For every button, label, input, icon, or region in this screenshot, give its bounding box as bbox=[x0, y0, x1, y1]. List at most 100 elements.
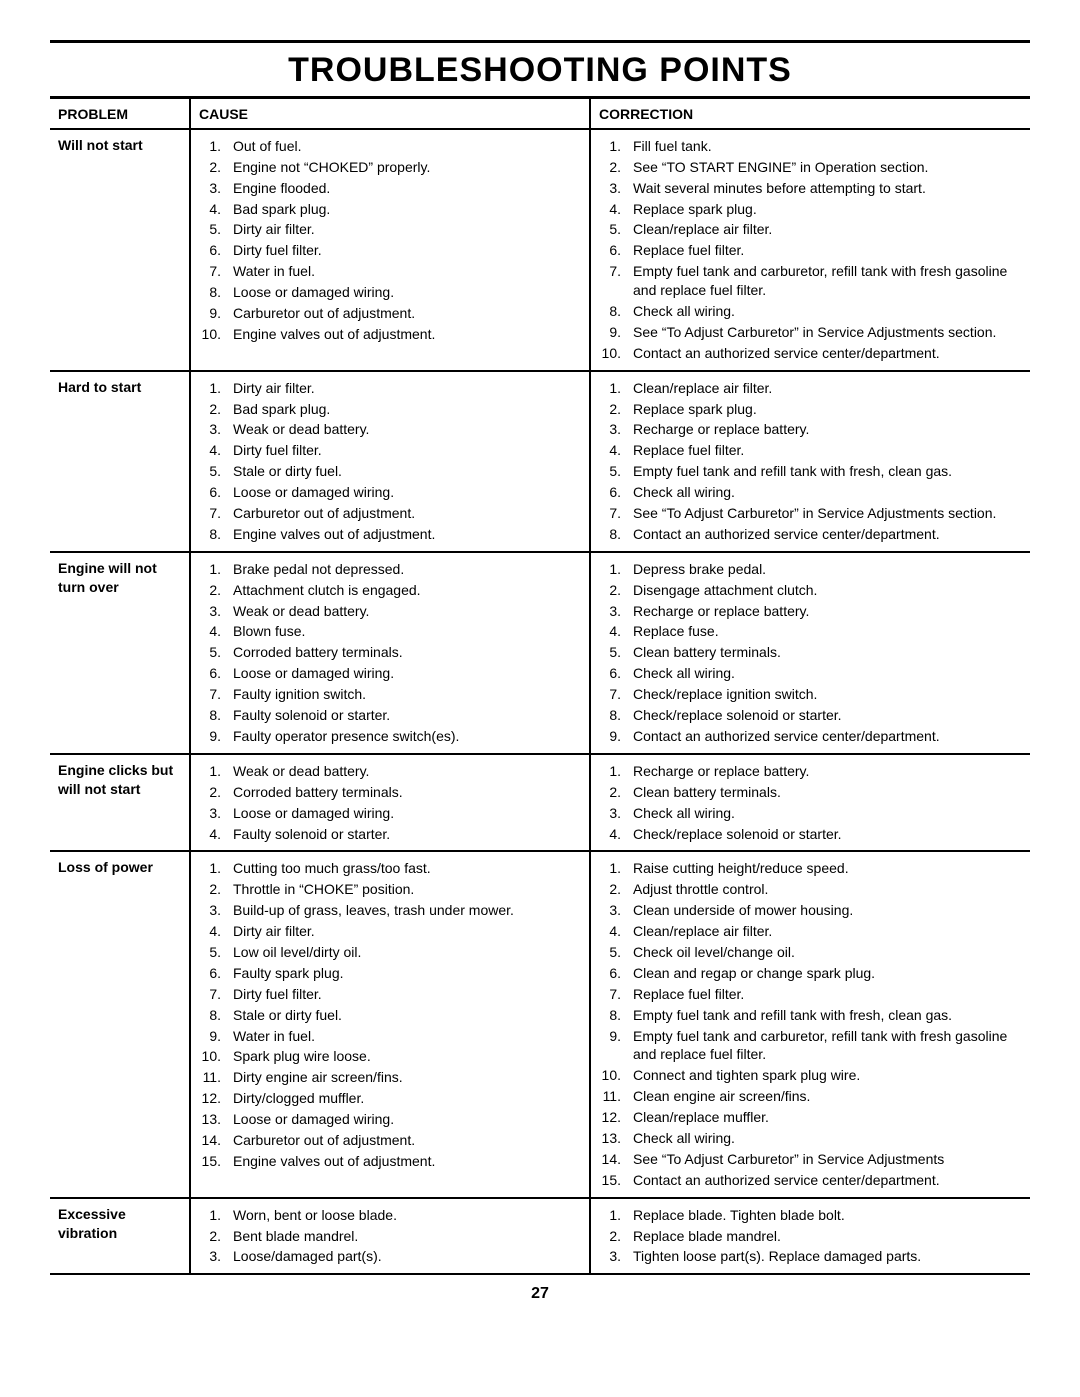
item-number: 4. bbox=[199, 200, 227, 219]
table-row: Engine clicks but will not start1.Weak o… bbox=[50, 754, 1030, 852]
correction-list: 1.Replace blade. Tighten blade bolt.2.Re… bbox=[599, 1205, 1022, 1268]
correction-text: Contact an authorized service center/dep… bbox=[627, 727, 1022, 746]
correction-item: 7.See “To Adjust Carburetor” in Service … bbox=[599, 503, 1022, 524]
item-number: 3. bbox=[599, 804, 627, 823]
item-number: 4. bbox=[599, 825, 627, 844]
cause-item: 2.Throttle in “CHOKE” position. bbox=[199, 879, 581, 900]
cause-item: 13.Loose or damaged wiring. bbox=[199, 1109, 581, 1130]
item-number: 2. bbox=[199, 783, 227, 802]
correction-text: Recharge or replace battery. bbox=[627, 762, 1022, 781]
item-number: 5. bbox=[199, 462, 227, 481]
correction-text: Replace fuel filter. bbox=[627, 241, 1022, 260]
correction-item: 7.Check/replace ignition switch. bbox=[599, 684, 1022, 705]
correction-text: Clean battery terminals. bbox=[627, 643, 1022, 662]
item-number: 1. bbox=[199, 762, 227, 781]
cause-item: 3.Weak or dead battery. bbox=[199, 601, 581, 622]
cause-text: Loose or damaged wiring. bbox=[227, 804, 581, 823]
item-number: 6. bbox=[199, 964, 227, 983]
cause-item: 6.Loose or damaged wiring. bbox=[199, 482, 581, 503]
item-number: 1. bbox=[599, 137, 627, 156]
item-number: 1. bbox=[599, 560, 627, 579]
cause-text: Faulty solenoid or starter. bbox=[227, 825, 581, 844]
correction-item: 6.Clean and regap or change spark plug. bbox=[599, 963, 1022, 984]
cause-item: 9.Water in fuel. bbox=[199, 1026, 581, 1047]
cause-item: 7.Dirty fuel filter. bbox=[199, 984, 581, 1005]
cause-list: 1.Weak or dead battery.2.Corroded batter… bbox=[199, 761, 581, 845]
item-number: 8. bbox=[199, 706, 227, 725]
item-number: 10. bbox=[199, 1047, 227, 1066]
correction-list: 1.Clean/replace air filter.2.Replace spa… bbox=[599, 378, 1022, 545]
header-cause: CAUSE bbox=[190, 99, 590, 129]
item-number: 13. bbox=[199, 1110, 227, 1129]
item-number: 4. bbox=[199, 441, 227, 460]
cause-cell: 1.Cutting too much grass/too fast.2.Thro… bbox=[190, 851, 590, 1197]
cause-text: Faulty solenoid or starter. bbox=[227, 706, 581, 725]
correction-item: 10.Contact an authorized service center/… bbox=[599, 343, 1022, 364]
correction-item: 2.Adjust throttle control. bbox=[599, 879, 1022, 900]
item-number: 9. bbox=[199, 727, 227, 746]
item-number: 8. bbox=[599, 1006, 627, 1025]
item-number: 4. bbox=[599, 622, 627, 641]
item-number: 2. bbox=[199, 880, 227, 899]
cause-item: 1.Out of fuel. bbox=[199, 136, 581, 157]
correction-item: 2.Replace spark plug. bbox=[599, 399, 1022, 420]
item-number: 2. bbox=[599, 783, 627, 802]
correction-text: Contact an authorized service center/dep… bbox=[627, 1171, 1022, 1190]
cause-text: Loose or damaged wiring. bbox=[227, 483, 581, 502]
cause-text: Dirty engine air screen/fins. bbox=[227, 1068, 581, 1087]
item-number: 3. bbox=[599, 420, 627, 439]
correction-text: Tighten loose part(s). Replace damaged p… bbox=[627, 1247, 1022, 1266]
correction-item: 8.Check all wiring. bbox=[599, 301, 1022, 322]
item-number: 3. bbox=[599, 901, 627, 920]
problem-cell: Hard to start bbox=[50, 371, 190, 552]
cause-text: Worn, bent or loose blade. bbox=[227, 1206, 581, 1225]
cause-cell: 1.Out of fuel.2.Engine not “CHOKED” prop… bbox=[190, 129, 590, 371]
correction-text: Adjust throttle control. bbox=[627, 880, 1022, 899]
cause-list: 1.Brake pedal not depressed.2.Attachment… bbox=[199, 559, 581, 747]
problem-cell: Loss of power bbox=[50, 851, 190, 1197]
cause-item: 2.Bad spark plug. bbox=[199, 399, 581, 420]
cause-item: 2.Engine not “CHOKED” properly. bbox=[199, 157, 581, 178]
item-number: 2. bbox=[599, 1227, 627, 1246]
correction-cell: 1.Replace blade. Tighten blade bolt.2.Re… bbox=[590, 1198, 1030, 1275]
correction-text: Clean/replace air filter. bbox=[627, 922, 1022, 941]
correction-text: Contact an authorized service center/dep… bbox=[627, 525, 1022, 544]
cause-text: Bad spark plug. bbox=[227, 400, 581, 419]
correction-list: 1.Fill fuel tank.2.See “TO START ENGINE”… bbox=[599, 136, 1022, 364]
cause-text: Dirty air filter. bbox=[227, 922, 581, 941]
correction-item: 4.Check/replace solenoid or starter. bbox=[599, 824, 1022, 845]
cause-item: 12.Dirty/clogged muffler. bbox=[199, 1088, 581, 1109]
item-number: 9. bbox=[199, 1027, 227, 1046]
cause-item: 3.Engine flooded. bbox=[199, 178, 581, 199]
correction-item: 7.Empty fuel tank and carburetor, refill… bbox=[599, 261, 1022, 301]
correction-text: Check all wiring. bbox=[627, 483, 1022, 502]
correction-list: 1.Recharge or replace battery.2.Clean ba… bbox=[599, 761, 1022, 845]
item-number: 9. bbox=[599, 1027, 627, 1046]
item-number: 8. bbox=[199, 283, 227, 302]
item-number: 1. bbox=[199, 379, 227, 398]
item-number: 9. bbox=[199, 304, 227, 323]
cause-list: 1.Out of fuel.2.Engine not “CHOKED” prop… bbox=[199, 136, 581, 345]
correction-item: 6.Replace fuel filter. bbox=[599, 240, 1022, 261]
cause-text: Dirty fuel filter. bbox=[227, 441, 581, 460]
correction-item: 3.Check all wiring. bbox=[599, 803, 1022, 824]
cause-item: 8.Faulty solenoid or starter. bbox=[199, 705, 581, 726]
item-number: 3. bbox=[599, 1247, 627, 1266]
item-number: 4. bbox=[199, 622, 227, 641]
item-number: 7. bbox=[199, 685, 227, 704]
cause-text: Cutting too much grass/too fast. bbox=[227, 859, 581, 878]
cause-item: 8.Engine valves out of adjustment. bbox=[199, 524, 581, 545]
item-number: 8. bbox=[599, 525, 627, 544]
cause-item: 8.Stale or dirty fuel. bbox=[199, 1005, 581, 1026]
correction-text: See “To Adjust Carburetor” in Service Ad… bbox=[627, 1150, 1022, 1169]
correction-item: 8.Contact an authorized service center/d… bbox=[599, 524, 1022, 545]
item-number: 8. bbox=[199, 525, 227, 544]
correction-item: 2.Replace blade mandrel. bbox=[599, 1226, 1022, 1247]
correction-text: See “To Adjust Carburetor” in Service Ad… bbox=[627, 323, 1022, 342]
cause-item: 5.Dirty air filter. bbox=[199, 219, 581, 240]
cause-text: Throttle in “CHOKE” position. bbox=[227, 880, 581, 899]
correction-text: Disengage attachment clutch. bbox=[627, 581, 1022, 600]
item-number: 6. bbox=[199, 664, 227, 683]
correction-item: 10.Connect and tighten spark plug wire. bbox=[599, 1065, 1022, 1086]
cause-text: Carburetor out of adjustment. bbox=[227, 1131, 581, 1150]
